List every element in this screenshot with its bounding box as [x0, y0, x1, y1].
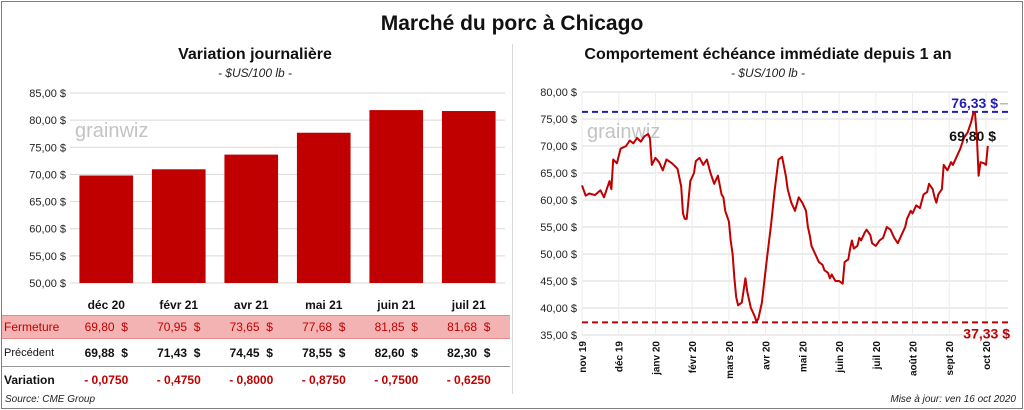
- x-tick-label: mars 20: [725, 341, 736, 379]
- variation-cell: - 0,8750: [301, 373, 346, 387]
- right-chart-title: Comportement échéance immédiate depuis 1…: [584, 46, 952, 63]
- precedent-row-label: Précédent: [4, 347, 55, 359]
- precedent-cell: 69,88 $: [84, 346, 128, 360]
- x-tick-label: mai 21: [305, 298, 343, 312]
- precedent-cell: 78,55 $: [302, 346, 346, 360]
- y-tick-label: 65,00 $: [540, 168, 577, 180]
- fermeture-row-bg: [2, 315, 510, 339]
- x-tick-label: juin 21: [376, 298, 415, 312]
- bar: [369, 110, 424, 283]
- x-tick-label: déc 19: [615, 341, 626, 373]
- bar: [79, 175, 134, 283]
- bar: [441, 111, 496, 283]
- fermeture-cell: 70,95 $: [157, 320, 201, 334]
- variation-cell: - 0,4750: [156, 373, 201, 387]
- fermeture-cell: 69,80 $: [84, 320, 128, 334]
- y-tick-label: 80,00 $: [29, 115, 66, 127]
- x-tick-label: févr 20: [688, 341, 699, 374]
- variation-cell: - 0,8000: [229, 373, 274, 387]
- panel-divider: [512, 44, 513, 394]
- watermark: grainwiz: [587, 121, 660, 143]
- fermeture-cell: 73,65 $: [229, 320, 273, 334]
- precedent-cell: 74,45 $: [229, 346, 273, 360]
- right-chart-unit: - $US/100 lb -: [730, 66, 806, 80]
- bar: [224, 154, 279, 283]
- variation-cell: - 0,0750: [84, 373, 129, 387]
- y-tick-label: 35,00 $: [540, 330, 577, 342]
- precedent-cell: 82,60 $: [374, 346, 418, 360]
- x-tick-label: déc 20: [88, 298, 126, 312]
- x-tick-label: juil 20: [872, 341, 883, 371]
- y-tick-label: 60,00 $: [540, 195, 577, 207]
- update-note: Mise à jour: ven 16 oct 2020: [890, 394, 1016, 405]
- x-tick-label: avr 21: [234, 298, 269, 312]
- x-tick-label: sept 20: [945, 341, 956, 376]
- fermeture-cell: 81,85 $: [374, 320, 418, 334]
- x-tick-label: nov 19: [578, 341, 589, 373]
- y-tick-label: 50,00 $: [29, 278, 66, 290]
- x-tick-label: avr 20: [762, 341, 773, 370]
- variation-row-label: Variation: [4, 373, 55, 387]
- y-tick-label: 75,00 $: [540, 114, 577, 126]
- y-tick-label: 75,00 $: [29, 142, 66, 154]
- x-tick-label: oct 20: [982, 341, 993, 370]
- y-tick-label: 55,00 $: [540, 222, 577, 234]
- y-tick-label: 70,00 $: [29, 169, 66, 181]
- variation-cell: - 0,6250: [446, 373, 491, 387]
- y-tick-label: 70,00 $: [540, 141, 577, 153]
- fermeture-cell: 81,68 $: [447, 320, 491, 334]
- x-tick-label: août 20: [909, 341, 920, 376]
- y-tick-label: 60,00 $: [29, 224, 66, 236]
- last-value-label: 69,80 $: [949, 128, 996, 144]
- watermark: grainwiz: [75, 120, 148, 142]
- x-tick-label: mai 20: [798, 341, 809, 373]
- variation-cell: - 0,7500: [374, 373, 419, 387]
- left-chart-unit: - $US/100 lb -: [217, 66, 293, 80]
- y-tick-label: 85,00 $: [29, 88, 66, 100]
- bar: [151, 169, 206, 283]
- source-note: Source: CME Group: [5, 394, 96, 405]
- precedent-cell: 82,30 $: [447, 346, 491, 360]
- max-label: 76,33 $: [951, 95, 998, 111]
- y-tick-label: 80,00 $: [540, 87, 577, 99]
- x-tick-label: janv 20: [651, 341, 662, 376]
- price-series-line: [581, 111, 989, 323]
- x-tick-label: juil 21: [451, 298, 486, 312]
- min-label: 37,33 $: [963, 325, 1010, 341]
- right-line-chart: 35,00 $ 40,00 $ 45,00 $ 50,00 $ 55,00 $ 60,00…: [540, 87, 1010, 379]
- left-chart-title: Variation journalière: [178, 46, 332, 63]
- y-tick-label: 40,00 $: [540, 303, 577, 315]
- x-tick-label: juin 20: [835, 341, 846, 374]
- bar: [296, 132, 351, 283]
- y-tick-label: 45,00 $: [540, 276, 577, 288]
- fermeture-row-label: Fermeture: [4, 320, 60, 334]
- left-bar-chart: 50,00 $ 55,00 $ 60,00 $ 65,00 $ 70,00 $ 75,00…: [29, 88, 505, 312]
- page-title: Marché du porc à Chicago: [380, 12, 644, 35]
- fermeture-cell: 77,68 $: [302, 320, 346, 334]
- y-tick-label: 65,00 $: [29, 197, 66, 209]
- y-tick-label: 55,00 $: [29, 251, 66, 263]
- y-tick-label: 50,00 $: [540, 249, 577, 261]
- variation-row-bg: [2, 366, 510, 367]
- x-tick-label: févr 21: [159, 298, 198, 312]
- precedent-cell: 71,43 $: [157, 346, 201, 360]
